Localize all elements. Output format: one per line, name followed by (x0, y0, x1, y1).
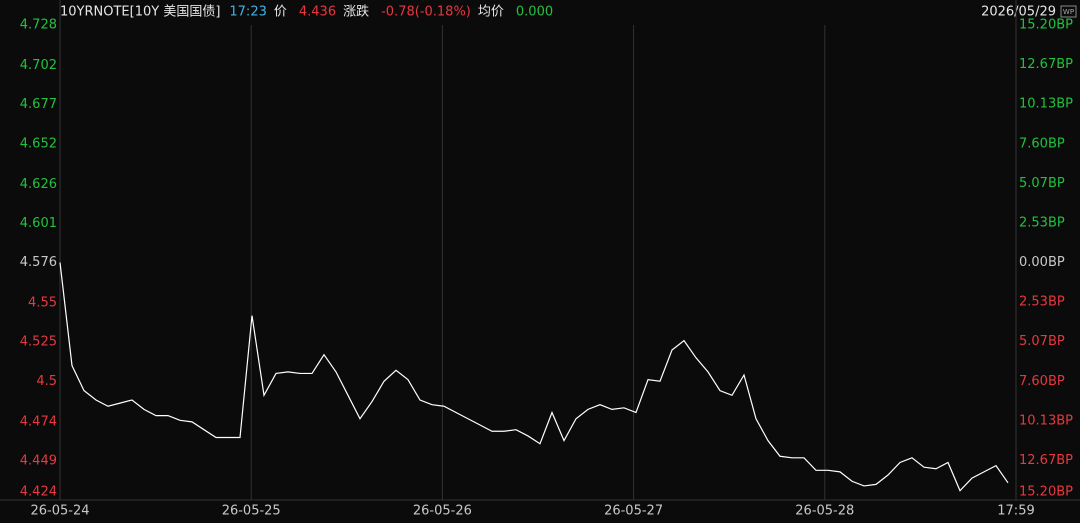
y2-tick-label: 15.20BP (1019, 485, 1073, 500)
y-tick-label: 4.55 (28, 296, 57, 311)
y2-tick-label: 5.07BP (1019, 176, 1065, 191)
x-tick-label: 26-05-25 (222, 504, 281, 519)
header-change: -0.78(-0.18%) (381, 5, 471, 20)
header-time: 17:23 (229, 5, 266, 20)
y2-tick-label: 15.20BP (1019, 18, 1073, 33)
x-tick-label: 17:59 (997, 504, 1034, 519)
badge: WP (1063, 8, 1074, 16)
date: 2026/05/29 (981, 5, 1056, 20)
price-line (59, 262, 1009, 492)
y2-tick-label: 7.60BP (1019, 136, 1065, 151)
header-price: 4.436 (299, 5, 336, 20)
badge-box (1060, 5, 1077, 18)
header-price-label: 价 (274, 5, 287, 20)
y2-tick-label: 12.67BP (1019, 453, 1073, 468)
x-tick-label: 26-05-24 (30, 504, 89, 519)
y-tick-label: 4.601 (20, 216, 57, 231)
y2-tick-label: 2.53BP (1019, 295, 1065, 310)
y2-tick-label: 5.07BP (1019, 334, 1065, 349)
header-change-label: 涨跌 (343, 4, 369, 20)
y-tick-label: 4.5 (36, 374, 57, 389)
y-tick-label: 4.424 (20, 485, 57, 500)
y2-tick-label: 0.00BP (1019, 255, 1065, 270)
y-tick-label: 4.474 (20, 414, 57, 429)
y2-tick-label: 12.67BP (1019, 57, 1073, 72)
x-tick-label: 26-05-27 (604, 504, 663, 519)
y-tick-label: 4.525 (20, 335, 57, 350)
y2-tick-label: 7.60BP (1019, 374, 1065, 389)
y2-tick-label: 2.53BP (1019, 215, 1065, 230)
header-avg: 0.000 (516, 5, 553, 20)
x-tick-label: 26-05-26 (413, 504, 472, 519)
y-tick-label: 4.449 (20, 453, 57, 468)
y-tick-label: 4.626 (20, 177, 57, 192)
y2-tick-label: 10.13BP (1019, 97, 1073, 112)
header-title: 10YRNOTE[10Y 美国国债] (60, 5, 220, 20)
header-avg-label: 均价 (478, 5, 504, 20)
y-tick-label: 4.728 (20, 18, 57, 33)
x-tick-label: 26-05-28 (795, 504, 854, 519)
y-tick-label: 4.576 (20, 255, 57, 270)
y2-tick-label: 10.13BP (1019, 413, 1073, 428)
y-tick-label: 4.702 (20, 58, 57, 73)
y-tick-label: 4.652 (20, 136, 57, 151)
y-tick-label: 4.677 (20, 97, 57, 112)
